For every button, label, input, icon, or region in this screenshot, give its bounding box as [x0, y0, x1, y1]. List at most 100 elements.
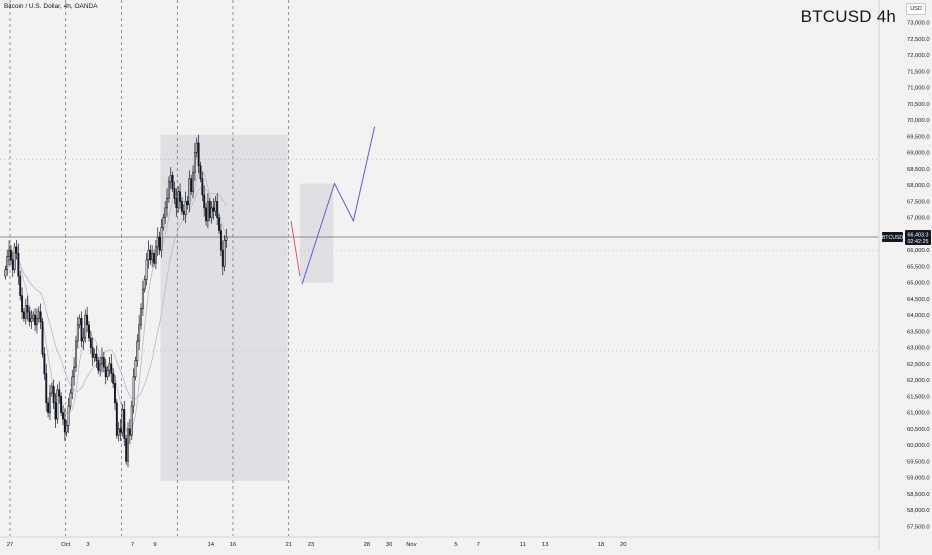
candle[interactable] — [219, 230, 222, 251]
candle[interactable] — [132, 376, 135, 407]
candle[interactable] — [117, 428, 120, 436]
candle[interactable] — [201, 178, 204, 196]
candle[interactable] — [58, 389, 61, 397]
candle[interactable] — [180, 201, 183, 212]
candle[interactable] — [56, 389, 59, 420]
candle[interactable] — [164, 207, 167, 218]
candle[interactable] — [114, 383, 116, 404]
candle[interactable] — [188, 178, 191, 205]
candle[interactable] — [184, 201, 187, 215]
candle[interactable] — [125, 438, 128, 462]
candle[interactable] — [104, 366, 107, 378]
candle[interactable] — [60, 396, 63, 413]
candle[interactable] — [69, 392, 72, 407]
projection-path[interactable] — [301, 126, 376, 285]
candle[interactable] — [93, 353, 96, 358]
candle[interactable] — [160, 227, 163, 251]
range-box-2[interactable] — [299, 183, 334, 283]
symbol-badge[interactable] — [882, 232, 903, 243]
candle[interactable] — [67, 405, 70, 426]
candle[interactable] — [11, 259, 14, 270]
candle[interactable] — [225, 236, 228, 241]
candle[interactable] — [177, 191, 180, 209]
candle[interactable] — [91, 347, 94, 358]
candle[interactable] — [192, 171, 194, 192]
candle[interactable] — [17, 253, 20, 277]
candle[interactable] — [76, 324, 79, 342]
candle[interactable] — [101, 357, 103, 365]
price-axis[interactable] — [879, 0, 932, 550]
candle[interactable] — [179, 191, 181, 202]
candle[interactable] — [162, 217, 165, 228]
candle[interactable] — [45, 373, 48, 404]
candle[interactable] — [21, 295, 24, 313]
candle[interactable] — [106, 370, 109, 378]
candle[interactable] — [186, 201, 189, 205]
candle[interactable] — [32, 314, 35, 319]
candle[interactable] — [212, 207, 215, 212]
candle[interactable] — [119, 428, 122, 433]
candle[interactable] — [28, 311, 31, 322]
candle[interactable] — [13, 246, 16, 270]
candle[interactable] — [73, 366, 76, 378]
candle[interactable] — [37, 311, 40, 319]
candle[interactable] — [182, 210, 185, 215]
currency-button[interactable]: USD — [906, 3, 926, 15]
candle[interactable] — [86, 314, 89, 326]
candle[interactable] — [158, 236, 161, 251]
candle[interactable] — [6, 256, 9, 270]
candle[interactable] — [35, 318, 38, 326]
candle[interactable] — [110, 363, 113, 374]
candle[interactable] — [82, 337, 85, 342]
candle[interactable] — [41, 321, 44, 355]
candle[interactable] — [193, 152, 196, 173]
candle[interactable] — [65, 425, 68, 433]
candle[interactable] — [149, 249, 152, 261]
candle[interactable] — [128, 428, 131, 436]
candle[interactable] — [121, 409, 124, 433]
candle[interactable] — [4, 269, 7, 277]
candle[interactable] — [214, 201, 217, 212]
candle[interactable] — [71, 376, 74, 394]
candle[interactable] — [43, 353, 46, 374]
candle[interactable] — [102, 357, 105, 368]
candle[interactable] — [54, 402, 57, 420]
candle[interactable] — [19, 275, 22, 296]
candle[interactable] — [141, 288, 144, 309]
candle[interactable] — [95, 353, 98, 361]
candle[interactable] — [199, 165, 202, 179]
candle[interactable] — [197, 142, 200, 166]
candle[interactable] — [63, 418, 66, 433]
candle[interactable] — [190, 178, 193, 192]
candle[interactable] — [50, 386, 53, 394]
candle[interactable] — [112, 373, 115, 384]
candle[interactable] — [47, 402, 50, 413]
candle[interactable] — [15, 246, 18, 254]
candle[interactable] — [210, 207, 213, 218]
candle[interactable] — [208, 201, 211, 218]
candle[interactable] — [134, 360, 137, 378]
candle[interactable] — [30, 318, 33, 322]
candle[interactable] — [143, 279, 146, 290]
candle[interactable] — [203, 194, 206, 209]
range-box-1[interactable] — [160, 134, 288, 481]
candle[interactable] — [115, 402, 118, 436]
candle[interactable] — [22, 311, 25, 319]
candle[interactable] — [205, 207, 208, 222]
candle[interactable] — [26, 305, 29, 313]
candle[interactable] — [223, 240, 226, 267]
candle[interactable] — [147, 249, 150, 261]
candle[interactable] — [34, 314, 37, 326]
candle[interactable] — [166, 197, 168, 209]
candle[interactable] — [136, 340, 139, 361]
candle[interactable] — [218, 217, 221, 231]
candle[interactable] — [80, 318, 83, 342]
candle[interactable] — [84, 314, 87, 339]
candle[interactable] — [24, 305, 27, 319]
candle[interactable] — [78, 318, 81, 326]
candle[interactable] — [138, 324, 141, 342]
candle[interactable] — [49, 392, 51, 413]
candle[interactable] — [8, 249, 11, 257]
candle[interactable] — [88, 324, 90, 339]
